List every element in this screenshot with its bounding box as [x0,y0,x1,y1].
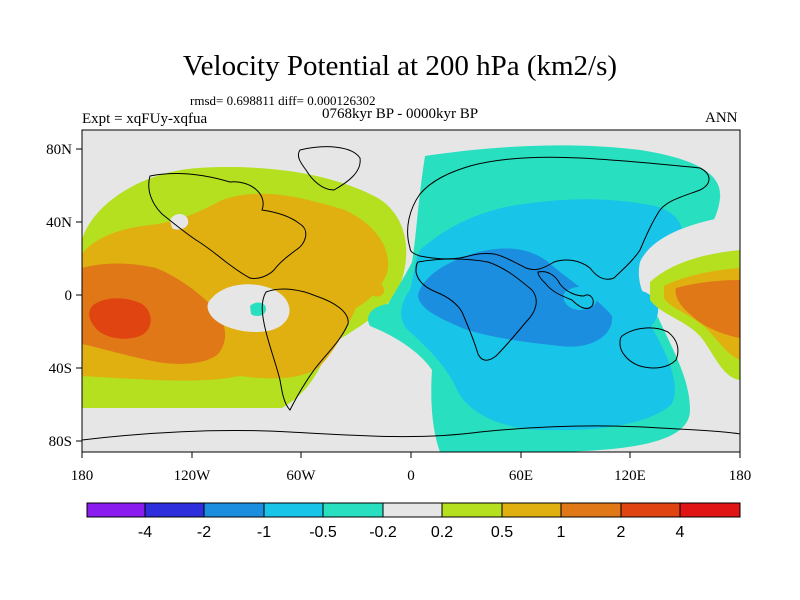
colorbar-box [263,502,324,518]
lon-ticks [81,452,741,458]
colorbar-box [560,502,622,518]
colorbar-label: 2 [617,524,626,541]
contour-band-m0.2-0.2-central-america [207,284,290,333]
experiment-label: Expt = xqFUy-xqfua [82,111,208,127]
coastline-north-america [148,173,307,279]
coastline-australia [619,327,679,369]
colorbar-label: -1 [257,524,271,541]
lat-tick-label: 40N [46,215,72,231]
colorbar-label: 4 [676,524,685,541]
contour-band-m0.5-m0.2-indian-ocean [563,286,598,310]
lon-tick-label: 180 [71,468,94,484]
colorbar-box [441,502,503,518]
colorbar-label: 0.2 [431,524,453,541]
colorbar-label: 0.5 [491,524,513,541]
lon-tick-label: 120W [174,468,212,484]
contour-band-1-2-west-pacific [675,280,740,338]
colorbar-box [679,502,741,518]
colorbar-box [203,502,265,518]
lon-tick-label: 60E [509,468,533,484]
colorbar-box [144,502,205,518]
map-title: Velocity Potential at 200 hPa (km2/s) [182,50,618,82]
colorbar-box [501,502,562,518]
lon-tick-label: 0 [407,468,415,484]
lat-tick-label: 0 [65,288,73,304]
coastline-europe-asia [407,156,710,280]
contour-field [82,130,740,452]
lon-tick-label: 180 [729,468,752,484]
coastline-arabia-india [537,271,594,309]
contour-band-m0.5-m0.2-central-america [250,302,266,317]
contour-band-m1-m0.5-maritime [615,290,659,333]
contour-band-m0.2-0.2-greenland [170,214,189,230]
season-label: ANN [705,110,738,126]
lat-tick-label: 40S [49,361,72,377]
lon-tick-label: 120E [614,468,646,484]
colorbar [86,502,741,518]
coastline-antarctica [82,425,740,441]
colorbar-label: -4 [138,524,152,541]
coastline-south-america [261,288,349,411]
stats-label: rmsd= 0.698811 diff= 0.000126302 [190,93,376,108]
lat-tick-label: 80N [46,142,72,158]
coastline-africa [415,258,537,361]
lat-ticks [76,148,82,442]
colorbar-label: -0.2 [369,524,397,541]
colorbar-box [322,502,384,518]
colorbar-label: -0.5 [309,524,337,541]
lat-tick-label: 80S [49,434,72,450]
colorbar-label: -2 [197,524,211,541]
contour-band-1-2-pacific [82,263,226,364]
colorbar-box [86,502,146,518]
colorbar-box [620,502,681,518]
coastline-greenland [297,146,361,191]
colorbar-box [382,502,443,518]
colorbar-label: 1 [557,524,566,541]
contour-band-2-4-pacific [89,298,151,339]
contour-band-0.5-1-atlantic [370,282,385,297]
period-label: 0768kyr BP - 0000kyr BP [322,106,479,122]
coastlines [82,146,740,441]
lon-tick-label: 60W [286,468,316,484]
